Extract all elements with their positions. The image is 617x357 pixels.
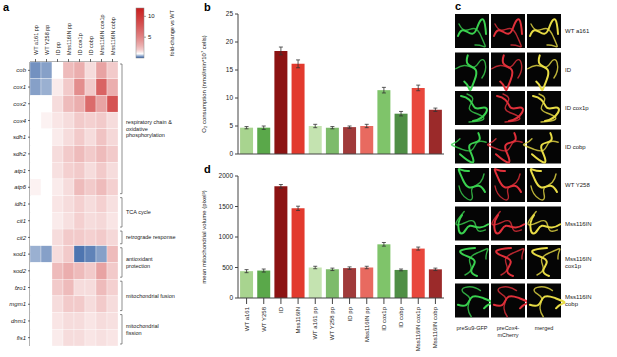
svg-text:idh1: idh1 bbox=[15, 201, 26, 207]
svg-text:0: 0 bbox=[229, 150, 233, 157]
svg-text:WT a161 pp: WT a161 pp bbox=[33, 25, 39, 55]
svg-text:mean mitochondrial volume (pix: mean mitochondrial volume (pixel³) bbox=[201, 190, 207, 283]
svg-text:merged: merged bbox=[535, 325, 554, 331]
svg-text:atp6: atp6 bbox=[14, 184, 26, 190]
html-text:c: c bbox=[455, 0, 462, 12]
svg-text:sod1: sod1 bbox=[13, 251, 26, 257]
svg-text:O₂ consumption (nmol/min*10⁷ c: O₂ consumption (nmol/min*10⁷ cells) bbox=[201, 35, 207, 133]
svg-text:sdh1: sdh1 bbox=[13, 134, 26, 140]
svg-text:WT Y258: WT Y258 bbox=[565, 182, 590, 188]
svg-text:fzo1: fzo1 bbox=[15, 285, 26, 291]
svg-text:WT Y258: WT Y258 bbox=[261, 306, 267, 331]
svg-text:WT a161: WT a161 bbox=[244, 306, 250, 331]
svg-text:20: 20 bbox=[226, 38, 234, 45]
svg-text:5: 5 bbox=[148, 34, 152, 40]
svg-text:protection: protection bbox=[126, 263, 150, 269]
svg-text:retrograde response: retrograde response bbox=[126, 234, 176, 240]
svg-text:mitochondrial: mitochondrial bbox=[126, 323, 159, 329]
svg-text:500: 500 bbox=[222, 264, 233, 271]
svg-text:atp1: atp1 bbox=[14, 168, 26, 174]
svg-text:mgm1: mgm1 bbox=[9, 301, 26, 307]
svg-text:Mss116IN cox1p: Mss116IN cox1p bbox=[99, 14, 105, 55]
svg-text:Mss116IN cox1p: Mss116IN cox1p bbox=[415, 306, 421, 351]
svg-text:15: 15 bbox=[226, 66, 234, 73]
svg-text:ID: ID bbox=[565, 67, 572, 73]
svg-text:cit1: cit1 bbox=[17, 218, 26, 224]
svg-text:ID cobp: ID cobp bbox=[88, 36, 94, 55]
svg-text:cox2: cox2 bbox=[13, 101, 26, 107]
svg-text:ID cox1p: ID cox1p bbox=[381, 306, 387, 330]
svg-text:fis1: fis1 bbox=[17, 335, 26, 341]
svg-text:ID cox1p: ID cox1p bbox=[77, 33, 83, 55]
svg-text:ID cobp: ID cobp bbox=[398, 306, 404, 327]
svg-text:Mss116IN: Mss116IN bbox=[295, 307, 301, 334]
svg-text:Mss116IN: Mss116IN bbox=[565, 221, 592, 227]
svg-text:cox1p: cox1p bbox=[565, 263, 582, 269]
svg-text:oxidative: oxidative bbox=[126, 126, 148, 132]
svg-text:Mss116IN cobp: Mss116IN cobp bbox=[110, 17, 116, 55]
svg-text:WT a161: WT a161 bbox=[565, 28, 590, 34]
svg-text:preSu9-GFP: preSu9-GFP bbox=[457, 325, 488, 331]
svg-text:Mss116IN pp: Mss116IN pp bbox=[66, 23, 72, 55]
svg-text:1500: 1500 bbox=[219, 203, 234, 210]
svg-text:5: 5 bbox=[229, 122, 233, 129]
svg-text:cox4: cox4 bbox=[13, 118, 26, 124]
svg-text:dnm1: dnm1 bbox=[11, 318, 26, 324]
svg-text:10: 10 bbox=[226, 94, 234, 101]
svg-text:preCox4-: preCox4- bbox=[497, 325, 520, 331]
svg-text:antioxidant: antioxidant bbox=[126, 256, 153, 262]
svg-text:WT a161 pp: WT a161 pp bbox=[312, 306, 318, 339]
svg-text:WT Y258 pp: WT Y258 pp bbox=[329, 306, 335, 340]
svg-text:Mss116IN pp: Mss116IN pp bbox=[364, 306, 370, 342]
svg-text:cox1: cox1 bbox=[13, 84, 26, 90]
svg-text:sdh2: sdh2 bbox=[13, 151, 27, 157]
svg-text:mitochondrial fusion: mitochondrial fusion bbox=[126, 293, 175, 299]
svg-text:ID pp: ID pp bbox=[347, 306, 353, 321]
svg-text:Mss116IN: Mss116IN bbox=[565, 256, 592, 262]
svg-text:TCA cycle: TCA cycle bbox=[126, 209, 151, 215]
svg-text:phosphorylation: phosphorylation bbox=[126, 132, 165, 138]
svg-text:respiratory chain &: respiratory chain & bbox=[126, 119, 172, 125]
svg-text:cit2: cit2 bbox=[17, 235, 27, 241]
svg-text:10: 10 bbox=[148, 13, 155, 19]
svg-text:Mss116IN: Mss116IN bbox=[565, 294, 592, 300]
svg-text:ID pp: ID pp bbox=[55, 42, 61, 55]
svg-text:1000: 1000 bbox=[219, 233, 234, 240]
svg-text:cobp: cobp bbox=[565, 301, 579, 307]
svg-text:0: 0 bbox=[229, 294, 233, 301]
svg-text:sod2: sod2 bbox=[13, 268, 27, 274]
html-text:d: d bbox=[204, 163, 211, 175]
svg-text:ID: ID bbox=[278, 306, 284, 313]
html-text:a: a bbox=[3, 1, 10, 13]
svg-text:fold-change vs WT: fold-change vs WT bbox=[169, 9, 175, 55]
svg-text:ID cox1p: ID cox1p bbox=[565, 105, 589, 111]
svg-text:WT Y258 pp: WT Y258 pp bbox=[44, 25, 50, 55]
svg-text:2000: 2000 bbox=[219, 172, 234, 179]
svg-text:mCherry: mCherry bbox=[497, 332, 518, 338]
svg-text:25: 25 bbox=[226, 10, 234, 17]
html-text:b: b bbox=[204, 1, 211, 13]
svg-text:cob: cob bbox=[16, 67, 26, 73]
svg-text:ID cobp: ID cobp bbox=[565, 144, 586, 150]
svg-text:fission: fission bbox=[126, 330, 142, 336]
svg-text:Mss116IN cobp: Mss116IN cobp bbox=[432, 306, 438, 348]
